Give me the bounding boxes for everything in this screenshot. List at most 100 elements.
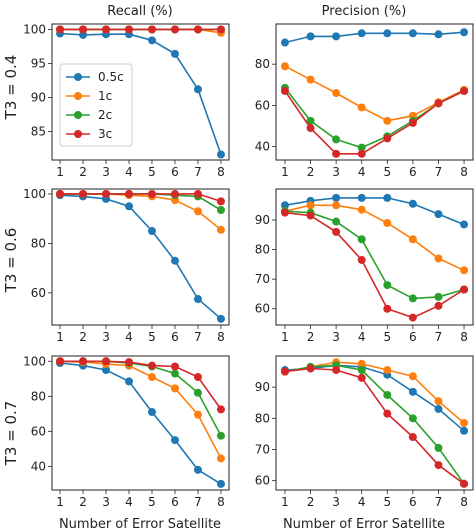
data-point-0.5c <box>434 210 443 219</box>
x-tick-label: 8 <box>217 165 225 179</box>
data-point-0.5c <box>125 202 134 211</box>
data-point-0.5c <box>357 193 366 202</box>
x-tick-label: 2 <box>307 330 315 344</box>
x-tick-label: 7 <box>194 330 202 344</box>
data-point-0.5c <box>383 193 392 202</box>
series-line-1c <box>284 65 465 122</box>
data-point-3c <box>79 189 88 198</box>
data-point-3c <box>193 25 202 34</box>
data-point-3c <box>460 86 469 95</box>
x-tick-label: 1 <box>281 495 289 509</box>
axes-frame <box>51 355 230 491</box>
data-point-3c <box>434 301 443 310</box>
legend-label-2c: 2c <box>98 108 112 122</box>
x-tick-label: 4 <box>125 165 133 179</box>
data-point-3c <box>125 25 134 34</box>
data-point-3c <box>79 25 88 34</box>
data-point-3c <box>102 189 111 198</box>
data-point-1c <box>332 201 341 210</box>
x-tick-label: 6 <box>409 330 417 344</box>
data-point-1c <box>434 397 443 406</box>
y-tick-label: 90 <box>255 380 270 394</box>
x-tick-label: 6 <box>409 165 417 179</box>
x-tick-label: 5 <box>148 330 156 344</box>
data-point-0.5c <box>434 30 443 39</box>
data-point-2c <box>170 369 179 378</box>
data-point-0.5c <box>408 29 417 38</box>
data-point-3c <box>193 189 202 198</box>
legend-marker-3c <box>74 130 82 138</box>
data-point-0.5c <box>280 38 289 47</box>
x-tick-label: 5 <box>383 495 391 509</box>
y-tick-label: 80 <box>255 411 270 425</box>
data-point-3c <box>147 361 156 370</box>
x-tick-label: 3 <box>332 330 340 344</box>
data-point-2c <box>193 388 202 397</box>
data-point-1c <box>306 201 315 210</box>
series-line-0.5c <box>284 197 465 226</box>
panel-precision-row-3: 1 2 3 4 5 6 7 8 60 70 80 90 <box>255 355 474 509</box>
series-line-3c <box>284 90 465 155</box>
x-tick-label: 3 <box>102 330 110 344</box>
data-point-0.5c <box>460 426 469 435</box>
data-point-2c <box>332 217 341 226</box>
row-title-t3-0-7: T3 = 0.7 <box>2 401 20 467</box>
data-point-1c <box>147 373 156 382</box>
y-tick-label: 60 <box>31 424 46 438</box>
x-tick-label: 4 <box>358 165 366 179</box>
panel-precision-row-1: 1 2 3 4 5 6 7 8 40 60 80 <box>255 23 474 179</box>
y-tick-label: 70 <box>255 442 270 456</box>
data-point-2c <box>434 292 443 301</box>
data-point-1c <box>306 75 315 84</box>
legend: 0.5c 1c 2c 3c <box>59 63 133 147</box>
x-tick-label: 2 <box>307 165 315 179</box>
data-point-3c <box>332 149 341 158</box>
x-tick-label: 5 <box>148 165 156 179</box>
legend-label-0.5c: 0.5c <box>98 70 124 84</box>
data-point-0.5c <box>408 199 417 208</box>
panel-recall-row-3: 1 2 3 4 5 6 7 8 40 60 80 100 <box>23 354 230 509</box>
y-tick-label: 90 <box>255 213 270 227</box>
data-point-2c <box>408 414 417 423</box>
x-tick-label: 8 <box>217 330 225 344</box>
data-point-3c <box>79 357 88 366</box>
y-tick-label: 95 <box>31 56 46 70</box>
x-tick-label: 7 <box>194 165 202 179</box>
x-tick-label: 7 <box>435 330 443 344</box>
x-tick-label: 1 <box>281 165 289 179</box>
data-point-1c <box>408 235 417 244</box>
x-tick-label: 3 <box>332 165 340 179</box>
x-tick-label: 8 <box>217 495 225 509</box>
data-point-3c <box>170 362 179 371</box>
data-point-0.5c <box>460 28 469 37</box>
series-line-0.5c <box>284 31 465 44</box>
y-tick-label: 90 <box>31 90 46 104</box>
data-point-3c <box>56 25 65 34</box>
data-point-3c <box>280 208 289 217</box>
data-point-1c <box>357 103 366 112</box>
y-tick-label: 70 <box>255 272 270 286</box>
x-axis-title-right: Number of Error Satellite <box>283 517 445 532</box>
data-point-3c <box>280 86 289 95</box>
data-point-3c <box>147 25 156 34</box>
y-tick-label: 60 <box>255 302 270 316</box>
x-tick-label: 1 <box>281 330 289 344</box>
data-point-1c <box>460 419 469 427</box>
x-tick-label: 2 <box>79 165 87 179</box>
y-tick-label: 100 <box>23 354 46 368</box>
data-point-2c <box>332 135 341 144</box>
y-tick-label: 80 <box>255 243 270 257</box>
axes-frame <box>51 23 230 161</box>
data-point-2c <box>357 235 366 244</box>
data-point-3c <box>383 409 392 418</box>
x-tick-label: 6 <box>171 165 179 179</box>
x-tick-label: 4 <box>125 495 133 509</box>
data-point-0.5c <box>383 29 392 38</box>
y-tick-label: 80 <box>31 389 46 403</box>
data-point-1c <box>408 372 417 381</box>
data-point-0.5c <box>434 404 443 413</box>
data-point-3c <box>102 25 111 34</box>
x-tick-label: 2 <box>79 330 87 344</box>
data-point-3c <box>357 373 366 382</box>
data-point-0.5c <box>147 227 156 236</box>
